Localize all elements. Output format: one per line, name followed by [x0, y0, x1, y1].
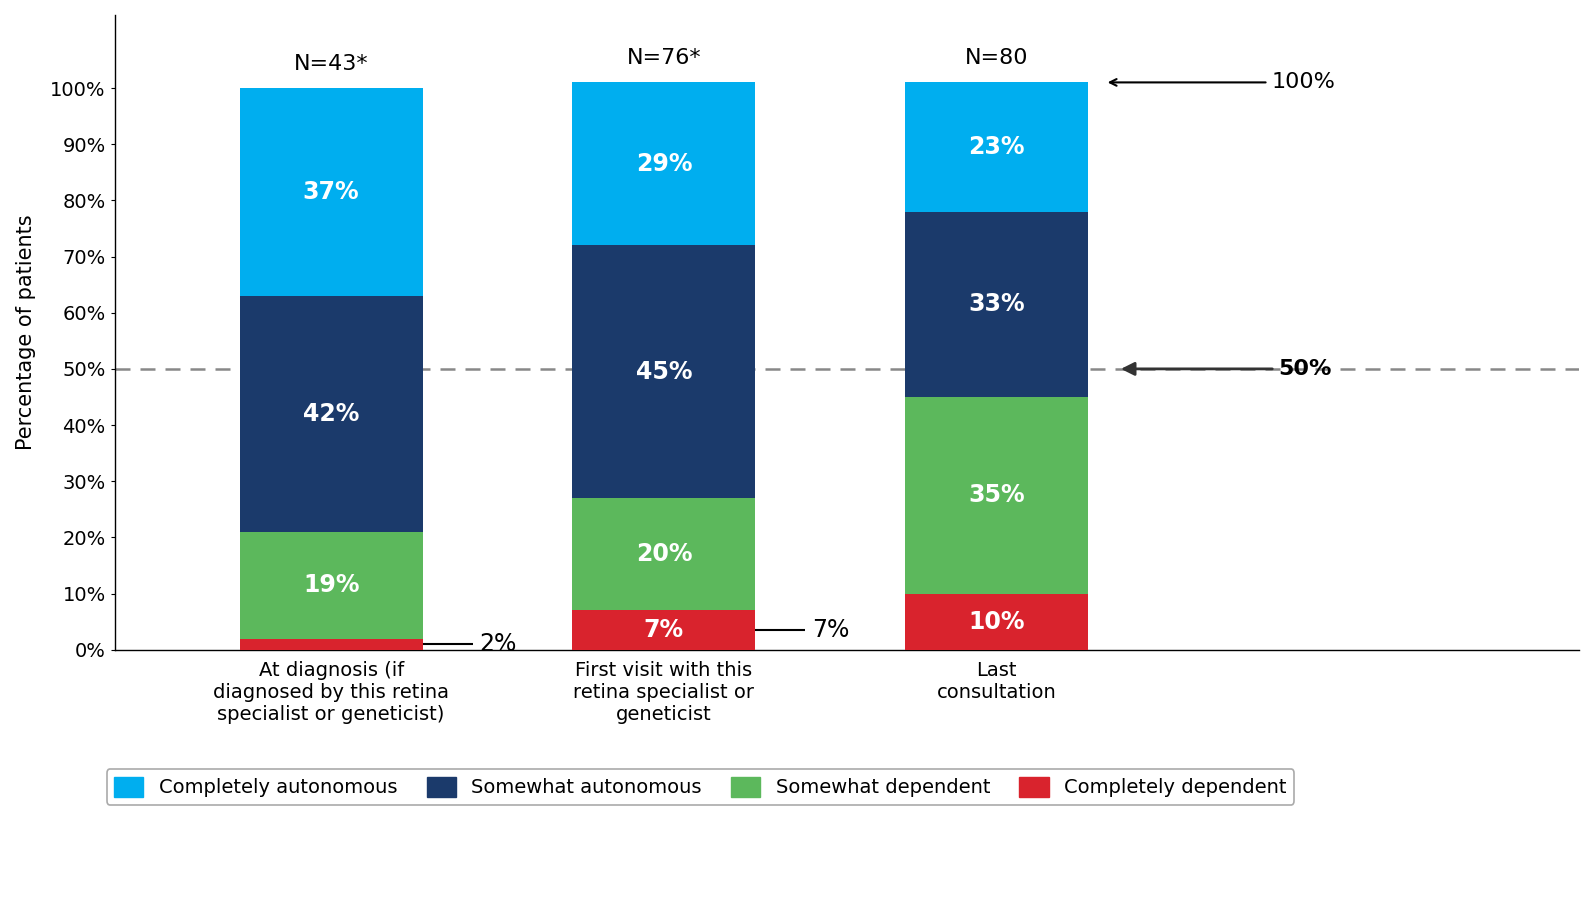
Text: 37%: 37%: [303, 180, 359, 204]
Text: 35%: 35%: [968, 483, 1025, 507]
Bar: [239, 88, 422, 296]
Bar: [572, 83, 756, 246]
Text: 50%: 50%: [1124, 359, 1331, 379]
Bar: [572, 611, 756, 650]
Text: N=76*: N=76*: [626, 48, 701, 68]
Bar: [905, 83, 1089, 212]
Text: 33%: 33%: [968, 292, 1025, 317]
Text: 45%: 45%: [636, 359, 692, 384]
Legend: Completely autonomous, Somewhat autonomous, Somewhat dependent, Completely depen: Completely autonomous, Somewhat autonomo…: [107, 769, 1294, 805]
Text: 10%: 10%: [969, 610, 1025, 633]
Bar: [239, 531, 422, 639]
Text: 20%: 20%: [636, 542, 692, 566]
Bar: [905, 593, 1089, 650]
Bar: [239, 296, 422, 531]
Text: N=80: N=80: [964, 48, 1028, 68]
Text: 7%: 7%: [811, 618, 850, 642]
Bar: [572, 498, 756, 611]
Text: N=43*: N=43*: [293, 54, 368, 74]
Text: 29%: 29%: [636, 152, 692, 176]
Bar: [572, 246, 756, 498]
Bar: [905, 397, 1089, 593]
Bar: [905, 212, 1089, 397]
Text: 19%: 19%: [303, 573, 359, 597]
Text: 7%: 7%: [644, 618, 684, 642]
Text: 2%: 2%: [480, 632, 516, 656]
Text: 23%: 23%: [969, 135, 1025, 159]
Text: 42%: 42%: [303, 402, 359, 426]
Bar: [239, 639, 422, 650]
Y-axis label: Percentage of patients: Percentage of patients: [16, 215, 37, 450]
Text: 100%: 100%: [1109, 73, 1336, 93]
